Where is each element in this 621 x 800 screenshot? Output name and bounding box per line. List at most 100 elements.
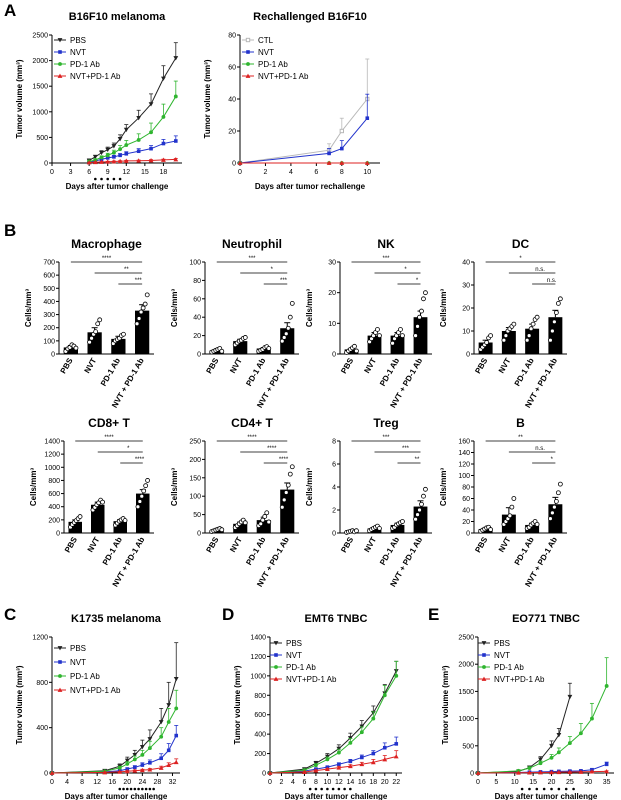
data-point [382, 693, 387, 698]
category-label: PBS [339, 356, 355, 375]
significance-label: *** [280, 278, 288, 284]
category-label: PD-1 Ab [513, 535, 536, 566]
treatment-dot [152, 787, 155, 791]
data-point [377, 333, 382, 339]
bar [367, 528, 382, 533]
data-point [136, 316, 142, 321]
data-point [117, 769, 123, 774]
data-point [503, 333, 509, 339]
data-point [266, 519, 272, 525]
data-point [549, 769, 554, 775]
x-tick-label: 18 [369, 779, 377, 786]
data-point [419, 501, 424, 507]
chart-title: NK [377, 237, 395, 251]
y-tick-label: 400 [36, 725, 48, 732]
data-point [161, 76, 166, 81]
x-tick-label: 4 [291, 779, 295, 786]
y-tick-label: 0 [197, 352, 201, 359]
category-label: NVT [83, 356, 99, 374]
data-point [136, 149, 141, 154]
data-point [139, 745, 145, 750]
legend-entry: PBS [286, 639, 302, 648]
y-tick-label: 6 [332, 462, 336, 469]
treatment-dot [331, 787, 335, 791]
y-tick-label: 50 [193, 512, 201, 519]
data-point [283, 490, 289, 495]
data-point [99, 159, 104, 164]
data-point [139, 493, 145, 499]
data-point [375, 327, 380, 332]
y-axis-label: Tumor volume (mm³) [15, 665, 24, 744]
chart-title: EO771 TNBC [512, 613, 580, 625]
y-tick-label: 0 [56, 531, 60, 538]
treatment-dot [520, 787, 524, 791]
y-tick-label: 800 [254, 693, 266, 700]
y-tick-label: 200 [189, 457, 201, 464]
significance-label: ** [518, 435, 523, 441]
x-tick-label: 20 [381, 779, 389, 786]
data-point [475, 770, 481, 775]
data-point [124, 758, 130, 763]
data-point [553, 498, 559, 504]
data-point [336, 750, 341, 755]
data-point [302, 769, 307, 774]
treatment-dot [349, 787, 352, 791]
category-label: NVT [228, 535, 244, 553]
x-tick-label: 22 [392, 779, 400, 786]
treatment-dot [129, 787, 133, 791]
data-point [145, 478, 150, 483]
y-tick-label: 250 [189, 439, 201, 446]
y-axis-label: Cells/mm³ [170, 289, 179, 328]
data-point [99, 150, 104, 156]
data-point [117, 137, 123, 142]
data-point [313, 763, 318, 768]
treatment-dot [125, 787, 129, 791]
data-point [555, 300, 561, 306]
x-tick-label: 0 [50, 779, 54, 786]
category-label: PBS [63, 535, 79, 554]
data-point [339, 128, 344, 134]
legend-entry: NVT [286, 651, 302, 660]
y-tick-label: 0 [262, 771, 266, 778]
data-point [360, 755, 364, 760]
legend-marker [274, 653, 278, 657]
series-line [51, 735, 177, 774]
y-tick-label: 100 [458, 473, 470, 480]
data-point [219, 348, 225, 354]
y-tick-label: 10 [462, 329, 470, 336]
data-point [166, 703, 172, 708]
treatment-dot [535, 787, 539, 791]
data-point [136, 158, 142, 163]
data-point [142, 301, 148, 307]
data-point [339, 160, 345, 165]
y-tick-label: 0 [44, 771, 48, 778]
y-tick-label: 120 [458, 462, 470, 469]
data-point [279, 338, 285, 344]
y-tick-label: 8 [332, 439, 336, 446]
y-tick-label: 400 [254, 732, 266, 739]
y-axis-label: Tumor volume (mm³) [15, 59, 24, 138]
x-tick-label: 12 [335, 779, 343, 786]
y-axis-label: Cells/mm³ [170, 468, 179, 507]
treatment-dot [137, 787, 140, 791]
y-axis-label: Cells/mm³ [305, 289, 314, 328]
data-point [534, 314, 540, 320]
data-point [49, 770, 55, 775]
data-point [112, 155, 116, 159]
data-point [567, 769, 573, 774]
category-label: PD-1 Ab [513, 356, 536, 387]
data-point [174, 733, 179, 738]
data-point [111, 150, 116, 155]
category-label: PD-1 Ab [244, 535, 267, 566]
treatment-dot [572, 787, 575, 791]
data-point [511, 321, 517, 327]
y-tick-label: 1400 [44, 439, 60, 446]
data-point [136, 138, 141, 142]
y-tick-label: 20 [228, 129, 236, 136]
data-point [371, 751, 376, 756]
x-tick-label: 5 [494, 779, 498, 786]
series-line [269, 675, 397, 774]
data-point [132, 757, 137, 762]
data-point [348, 740, 353, 745]
data-point [264, 510, 270, 516]
